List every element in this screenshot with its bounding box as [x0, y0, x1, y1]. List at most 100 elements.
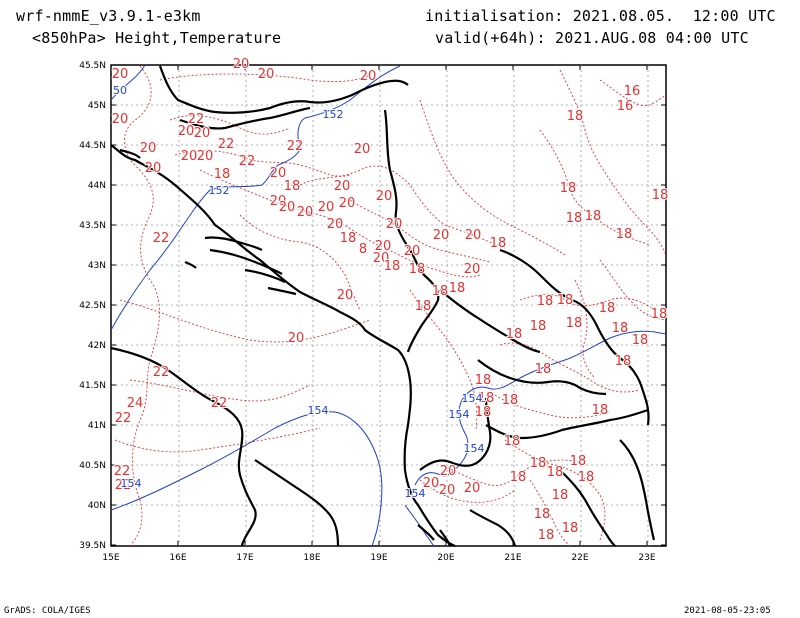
temp-contour [174, 150, 351, 177]
temperature-label: 22 [239, 154, 256, 169]
temperature-label: 22 [188, 112, 205, 127]
temperature-label: 20 [423, 476, 440, 491]
temp-contour [494, 394, 611, 419]
height-label: 154 [462, 392, 483, 405]
lon-tick-labels: 15E 16E 17E 18E 19E 20E 21E 22E 23E [102, 553, 655, 563]
coastline-greece-aegean [559, 469, 616, 547]
temperature-label: 20 [376, 189, 393, 204]
temp-contour [409, 289, 478, 431]
lat-tick-label: 42N [88, 341, 106, 351]
island-korcula [244, 268, 286, 283]
footer-credit: GrADS: COLA/IGES [4, 606, 91, 616]
temperature-label: 18 [475, 405, 492, 420]
temperature-label: 20 [112, 112, 129, 127]
init-time: initialisation: 2021.08.05. 12:00 UTC [425, 7, 776, 25]
temperature-label: 20 [464, 481, 481, 496]
temperature-label: 18 [585, 209, 602, 224]
temperature-label: 18 [557, 293, 574, 308]
temperature-label: 22 [115, 411, 132, 426]
temp-contour [119, 299, 371, 343]
temp-contour [504, 439, 606, 541]
temperature-label: 18 [530, 456, 547, 471]
lat-tick-label: 45N [88, 101, 106, 111]
temperature-label: 18 [502, 393, 519, 408]
border-greece [485, 408, 649, 440]
height-label: 154 [405, 487, 426, 500]
temperature-label: 18 [599, 301, 616, 316]
border-kosovo [439, 289, 541, 354]
lat-tick-label: 45.5N [79, 61, 106, 71]
height-label: 154 [464, 442, 485, 455]
temperature-label: 20 [181, 149, 198, 164]
temperature-label: 20 [197, 149, 214, 164]
temperature-label: 18 [284, 179, 301, 194]
axis-ticks [110, 64, 666, 546]
temp-contour [169, 115, 291, 135]
temperature-label: 20 [464, 262, 481, 277]
temperature-label: 20 [465, 228, 482, 243]
temperature-label: 18 [616, 227, 633, 242]
temp-contour [299, 165, 506, 249]
temperature-label: 18 [570, 454, 587, 469]
temperature-label: 18 [632, 333, 649, 348]
temperature-label: 20 [339, 196, 356, 211]
temperature-label: 18 [592, 403, 609, 418]
temp-contour [114, 427, 321, 453]
lat-tick-labels: 45.5N 45N 44.5N 44N 43.5N 43N 42.5N 42N 41.5N 41N… [79, 61, 106, 551]
temperature-label: 18 [578, 470, 595, 485]
temp-contour [159, 73, 371, 83]
lat-tick-label: 41N [88, 421, 106, 431]
valid-time: valid(+64h): 2021.AUG.08 04:00 UTC [435, 29, 749, 47]
border-north [158, 65, 409, 114]
height-contour-154 [404, 504, 435, 547]
island-kefalonia [439, 529, 452, 547]
border-serbia-bulgaria [499, 248, 650, 426]
height-contour-154 [414, 330, 667, 486]
lat-tick-label: 44.5N [79, 141, 106, 151]
temperature-label: 20 [258, 67, 275, 82]
temperature-label: 18 [214, 167, 231, 182]
lat-tick-label: 40.5N [79, 461, 106, 471]
temperature-label: 18 [340, 231, 357, 246]
lon-tick-label: 23E [638, 553, 655, 563]
temperature-label: 18 [510, 470, 527, 485]
temp-contour [239, 214, 361, 311]
height-contours [110, 64, 667, 547]
temperature-label: 20 [386, 217, 403, 232]
height-contour-152 [110, 65, 401, 331]
temperature-label: 22 [211, 396, 228, 411]
lon-tick-label: 17E [236, 553, 253, 563]
temperature-label: 20 [440, 464, 457, 479]
temp-contour [349, 199, 491, 263]
temperature-label: 20 [404, 244, 421, 259]
lon-tick-label: 20E [437, 553, 454, 563]
temperature-label: 18 [547, 465, 564, 480]
temperature-contours [114, 65, 667, 547]
model-title: wrf-nmmE_v3.9.1-e3km [16, 7, 201, 25]
temperature-label: 20 [360, 69, 377, 84]
lat-tick-label: 39.5N [79, 541, 106, 551]
lat-tick-label: 40N [88, 501, 106, 511]
temperature-label: 18 [432, 284, 449, 299]
lat-tick-label: 42.5N [79, 301, 106, 311]
temperature-label: 18 [651, 307, 668, 322]
temperature-label: 18 [615, 354, 632, 369]
temperature-label: 20 [334, 179, 351, 194]
lat-tick-label: 43N [88, 261, 106, 271]
temp-contour [499, 342, 641, 393]
temperature-label: 18 [384, 259, 401, 274]
temp-contour [519, 293, 656, 311]
lon-tick-label: 18E [303, 553, 320, 563]
temperature-label: 20 [373, 251, 390, 266]
height-label: 154 [121, 477, 142, 490]
temperature-label: 18 [562, 521, 579, 536]
temperature-label: 20 [297, 205, 314, 220]
temp-contour [419, 479, 516, 503]
temperature-label: 20 [140, 141, 157, 156]
temperature-label: 18 [566, 316, 583, 331]
temperature-label: 20 [279, 200, 296, 215]
lat-tick-label: 41.5N [79, 381, 106, 391]
temperature-label: 18 [560, 181, 577, 196]
